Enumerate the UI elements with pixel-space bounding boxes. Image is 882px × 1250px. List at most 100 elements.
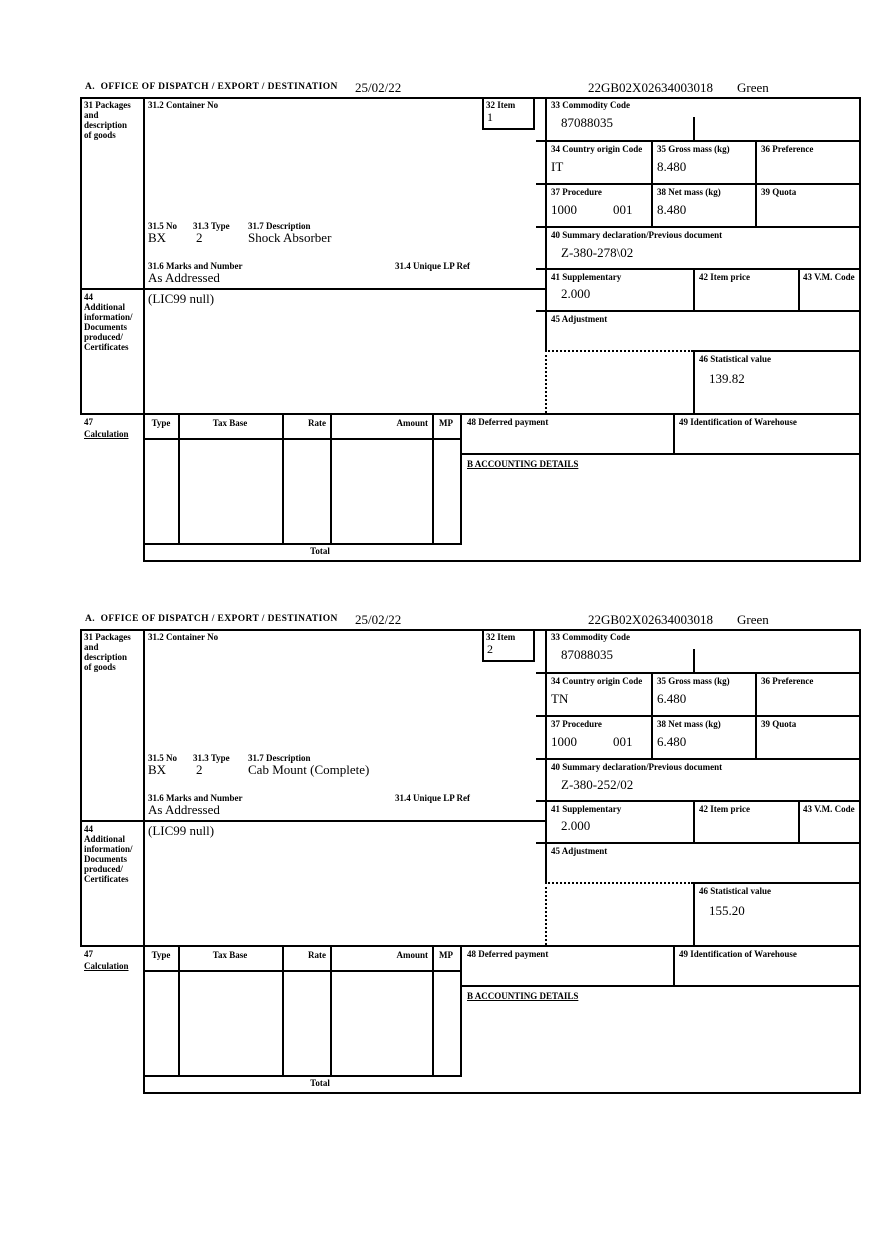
box47-calculation-label: Calculation: [84, 961, 129, 971]
tick-37: [536, 715, 545, 717]
row-line-40: [545, 226, 861, 228]
row-line-45: [545, 842, 861, 844]
box42-item-price-label: 42 Item price: [699, 272, 750, 282]
box40-summary-label: 40 Summary declaration/Previous document: [551, 762, 723, 772]
previous-document: Z-380-252/02: [561, 777, 634, 792]
col-divider-34-35: [651, 672, 653, 758]
box39-quota-label: 39 Quota: [761, 187, 797, 197]
box46-statistical-label: 46 Statistical value: [699, 354, 771, 364]
box36-preference-label: 36 Preference: [761, 144, 814, 154]
procedure-code: 1000: [551, 202, 577, 217]
box31-7-description-label: 31.7 Description: [248, 753, 311, 763]
box31-label: 31 Packages and description of goods: [84, 632, 131, 672]
tax-col-base-divider: [282, 945, 284, 1077]
tax-table-header-border: [143, 438, 462, 440]
box42-item-price-label: 42 Item price: [699, 804, 750, 814]
right-column-divider: [545, 97, 547, 350]
tax-col-amount-header: Amount: [396, 418, 428, 428]
box32-right-border: [533, 97, 535, 130]
right-column-divider: [545, 629, 547, 882]
procedure-code: 1000: [551, 734, 577, 749]
tax-col-base-header: Tax Base: [212, 418, 248, 428]
form-top-border: [80, 97, 861, 99]
country-origin-code: TN: [551, 691, 569, 706]
procedure-code-2: 001: [613, 734, 633, 749]
dotted-left-border: [545, 350, 547, 413]
previous-document: Z-380-278\02: [561, 245, 634, 260]
tax-col-type-header: Type: [151, 950, 171, 960]
calculation-row-top-border: [80, 413, 861, 415]
box37-procedure-label: 37 Procedure: [551, 187, 602, 197]
goods-description: Shock Absorber: [248, 230, 332, 245]
tax-table-bottom-border: [143, 1075, 462, 1077]
total-label: Total: [310, 1078, 330, 1088]
box31-6-marks-label: 31.6 Marks and Number: [148, 793, 243, 803]
supplementary-units: 2.000: [561, 818, 591, 833]
box48-deferred-label: 48 Deferred payment: [467, 949, 549, 959]
col-divider-35-36: [755, 672, 757, 758]
box32-right-border: [533, 629, 535, 662]
col-divider-41-42: [693, 268, 695, 310]
row-line-40: [545, 758, 861, 760]
box39-quota-label: 39 Quota: [761, 719, 797, 729]
net-mass-value: 8.480: [657, 202, 687, 217]
tax-table-header-border: [143, 970, 462, 972]
box41-supplementary-label: 41 Supplementary: [551, 804, 622, 814]
col-divider-35-36: [755, 140, 757, 226]
box31-7-description-label: 31.7 Description: [248, 221, 311, 231]
box48-bottom-border: [461, 985, 861, 987]
tax-col-amount-divider: [432, 413, 434, 545]
box48-deferred-label: 48 Deferred payment: [467, 417, 549, 427]
box44-label: 44 Additional information/ Documents pro…: [84, 292, 133, 352]
gross-mass-value: 6.480: [657, 691, 687, 706]
box33-subfield-divider: [693, 649, 695, 672]
package-count: BX: [148, 230, 167, 245]
commodity-code: 87088035: [561, 115, 613, 130]
box46-statistical-label: 46 Statistical value: [699, 886, 771, 896]
box46-left-border: [693, 350, 695, 413]
box34-origin-label: 34 Country origin Code: [551, 676, 643, 686]
form-left-border: [80, 97, 82, 413]
box31-label: 31 Packages and description of goods: [84, 100, 131, 140]
box35-gross-mass-label: 35 Gross mass (kg): [657, 144, 730, 154]
box31-6-marks-label: 31.6 Marks and Number: [148, 261, 243, 271]
box45-adjustment-label: 45 Adjustment: [551, 314, 608, 324]
item-number: 1: [487, 110, 493, 124]
box31-3-type-label: 31.3 Type: [193, 221, 230, 231]
box44-top-border: [80, 288, 545, 290]
tax-table-bottom-border: [143, 543, 462, 545]
row-line-41: [545, 268, 861, 270]
tick-40: [536, 758, 545, 760]
box43-vm-code-label: 43 V.M. Code: [803, 272, 855, 282]
office-of-dispatch-label: A. OFFICE OF DISPATCH / EXPORT / DESTINA…: [85, 82, 338, 92]
box32-bottom-border: [482, 660, 535, 662]
tax-col-type-divider: [178, 945, 180, 1077]
tick-45: [536, 842, 545, 844]
box44-top-border: [80, 820, 545, 822]
tax-col-rate-divider: [330, 945, 332, 1077]
tax-table-right-border: [460, 413, 462, 545]
box36-preference-label: 36 Preference: [761, 676, 814, 686]
box31-2-container-label: 31.2 Container No: [148, 100, 219, 110]
box31-4-lp-ref-label: 31.4 Unique LP Ref: [395, 261, 471, 271]
routing-status: Green: [737, 612, 769, 627]
tax-col-rate-header: Rate: [308, 418, 326, 428]
label-column-divider: [143, 97, 145, 562]
package-type: 2: [196, 230, 203, 245]
box32-bottom-border: [482, 128, 535, 130]
box45-adjustment-label: 45 Adjustment: [551, 846, 608, 856]
gross-mass-value: 8.480: [657, 159, 687, 174]
box46-left-border: [693, 882, 695, 945]
accounting-details-label: B ACCOUNTING DETAILS: [467, 991, 579, 1001]
row-line-41: [545, 800, 861, 802]
tick-34: [536, 672, 545, 674]
box44-label: 44 Additional information/ Documents pro…: [84, 824, 133, 884]
statistical-value: 139.82: [709, 371, 745, 386]
tax-table-right-border: [460, 945, 462, 1077]
tax-col-mp-header: MP: [439, 418, 453, 428]
marks-and-number: As Addressed: [148, 270, 220, 285]
box46-top-border: [693, 882, 861, 884]
dispatch-date: 25/02/22: [355, 80, 402, 95]
routing-status: Green: [737, 80, 769, 95]
box48-bottom-border: [461, 453, 861, 455]
